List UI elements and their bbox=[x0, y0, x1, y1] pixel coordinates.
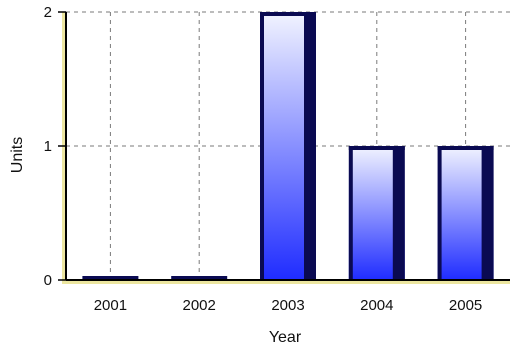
y-axis-shadow bbox=[62, 12, 66, 284]
bar-top-edge bbox=[260, 12, 316, 16]
bar-right-edge bbox=[481, 146, 494, 280]
bar bbox=[437, 146, 494, 280]
gridlines bbox=[66, 11, 510, 280]
bar-left-edge bbox=[260, 12, 264, 280]
x-tick-label: 2002 bbox=[183, 297, 216, 314]
y-axis-title: Units bbox=[9, 137, 26, 173]
bars bbox=[82, 12, 494, 280]
y-tick-label: 2 bbox=[44, 4, 52, 21]
y-tick-label: 1 bbox=[44, 138, 52, 155]
bar-left-edge bbox=[437, 146, 442, 280]
bar-top-edge bbox=[437, 146, 494, 150]
bar-right-edge bbox=[392, 146, 405, 280]
bar bbox=[348, 146, 405, 280]
bar-right-edge bbox=[304, 12, 316, 280]
axes bbox=[58, 11, 510, 284]
x-tick-label: 2005 bbox=[449, 297, 482, 314]
bar bbox=[260, 12, 316, 280]
bar-base bbox=[82, 276, 139, 280]
bar-top-edge bbox=[348, 146, 405, 150]
bar-base bbox=[171, 276, 228, 280]
x-tick-label: 2001 bbox=[94, 297, 127, 314]
x-tick-label: 2003 bbox=[271, 297, 304, 314]
bar bbox=[171, 276, 228, 280]
bar bbox=[82, 276, 139, 280]
x-tick-labels: 2001 2002 2003 2004 2005 bbox=[94, 297, 483, 314]
bar-left-edge bbox=[348, 146, 353, 280]
y-tick-label: 0 bbox=[44, 272, 52, 289]
y-tick-labels: 0 1 2 bbox=[44, 4, 52, 289]
x-tick-label: 2004 bbox=[360, 297, 393, 314]
x-axis-title: Year bbox=[269, 329, 302, 346]
x-axis-shadow bbox=[62, 280, 510, 284]
